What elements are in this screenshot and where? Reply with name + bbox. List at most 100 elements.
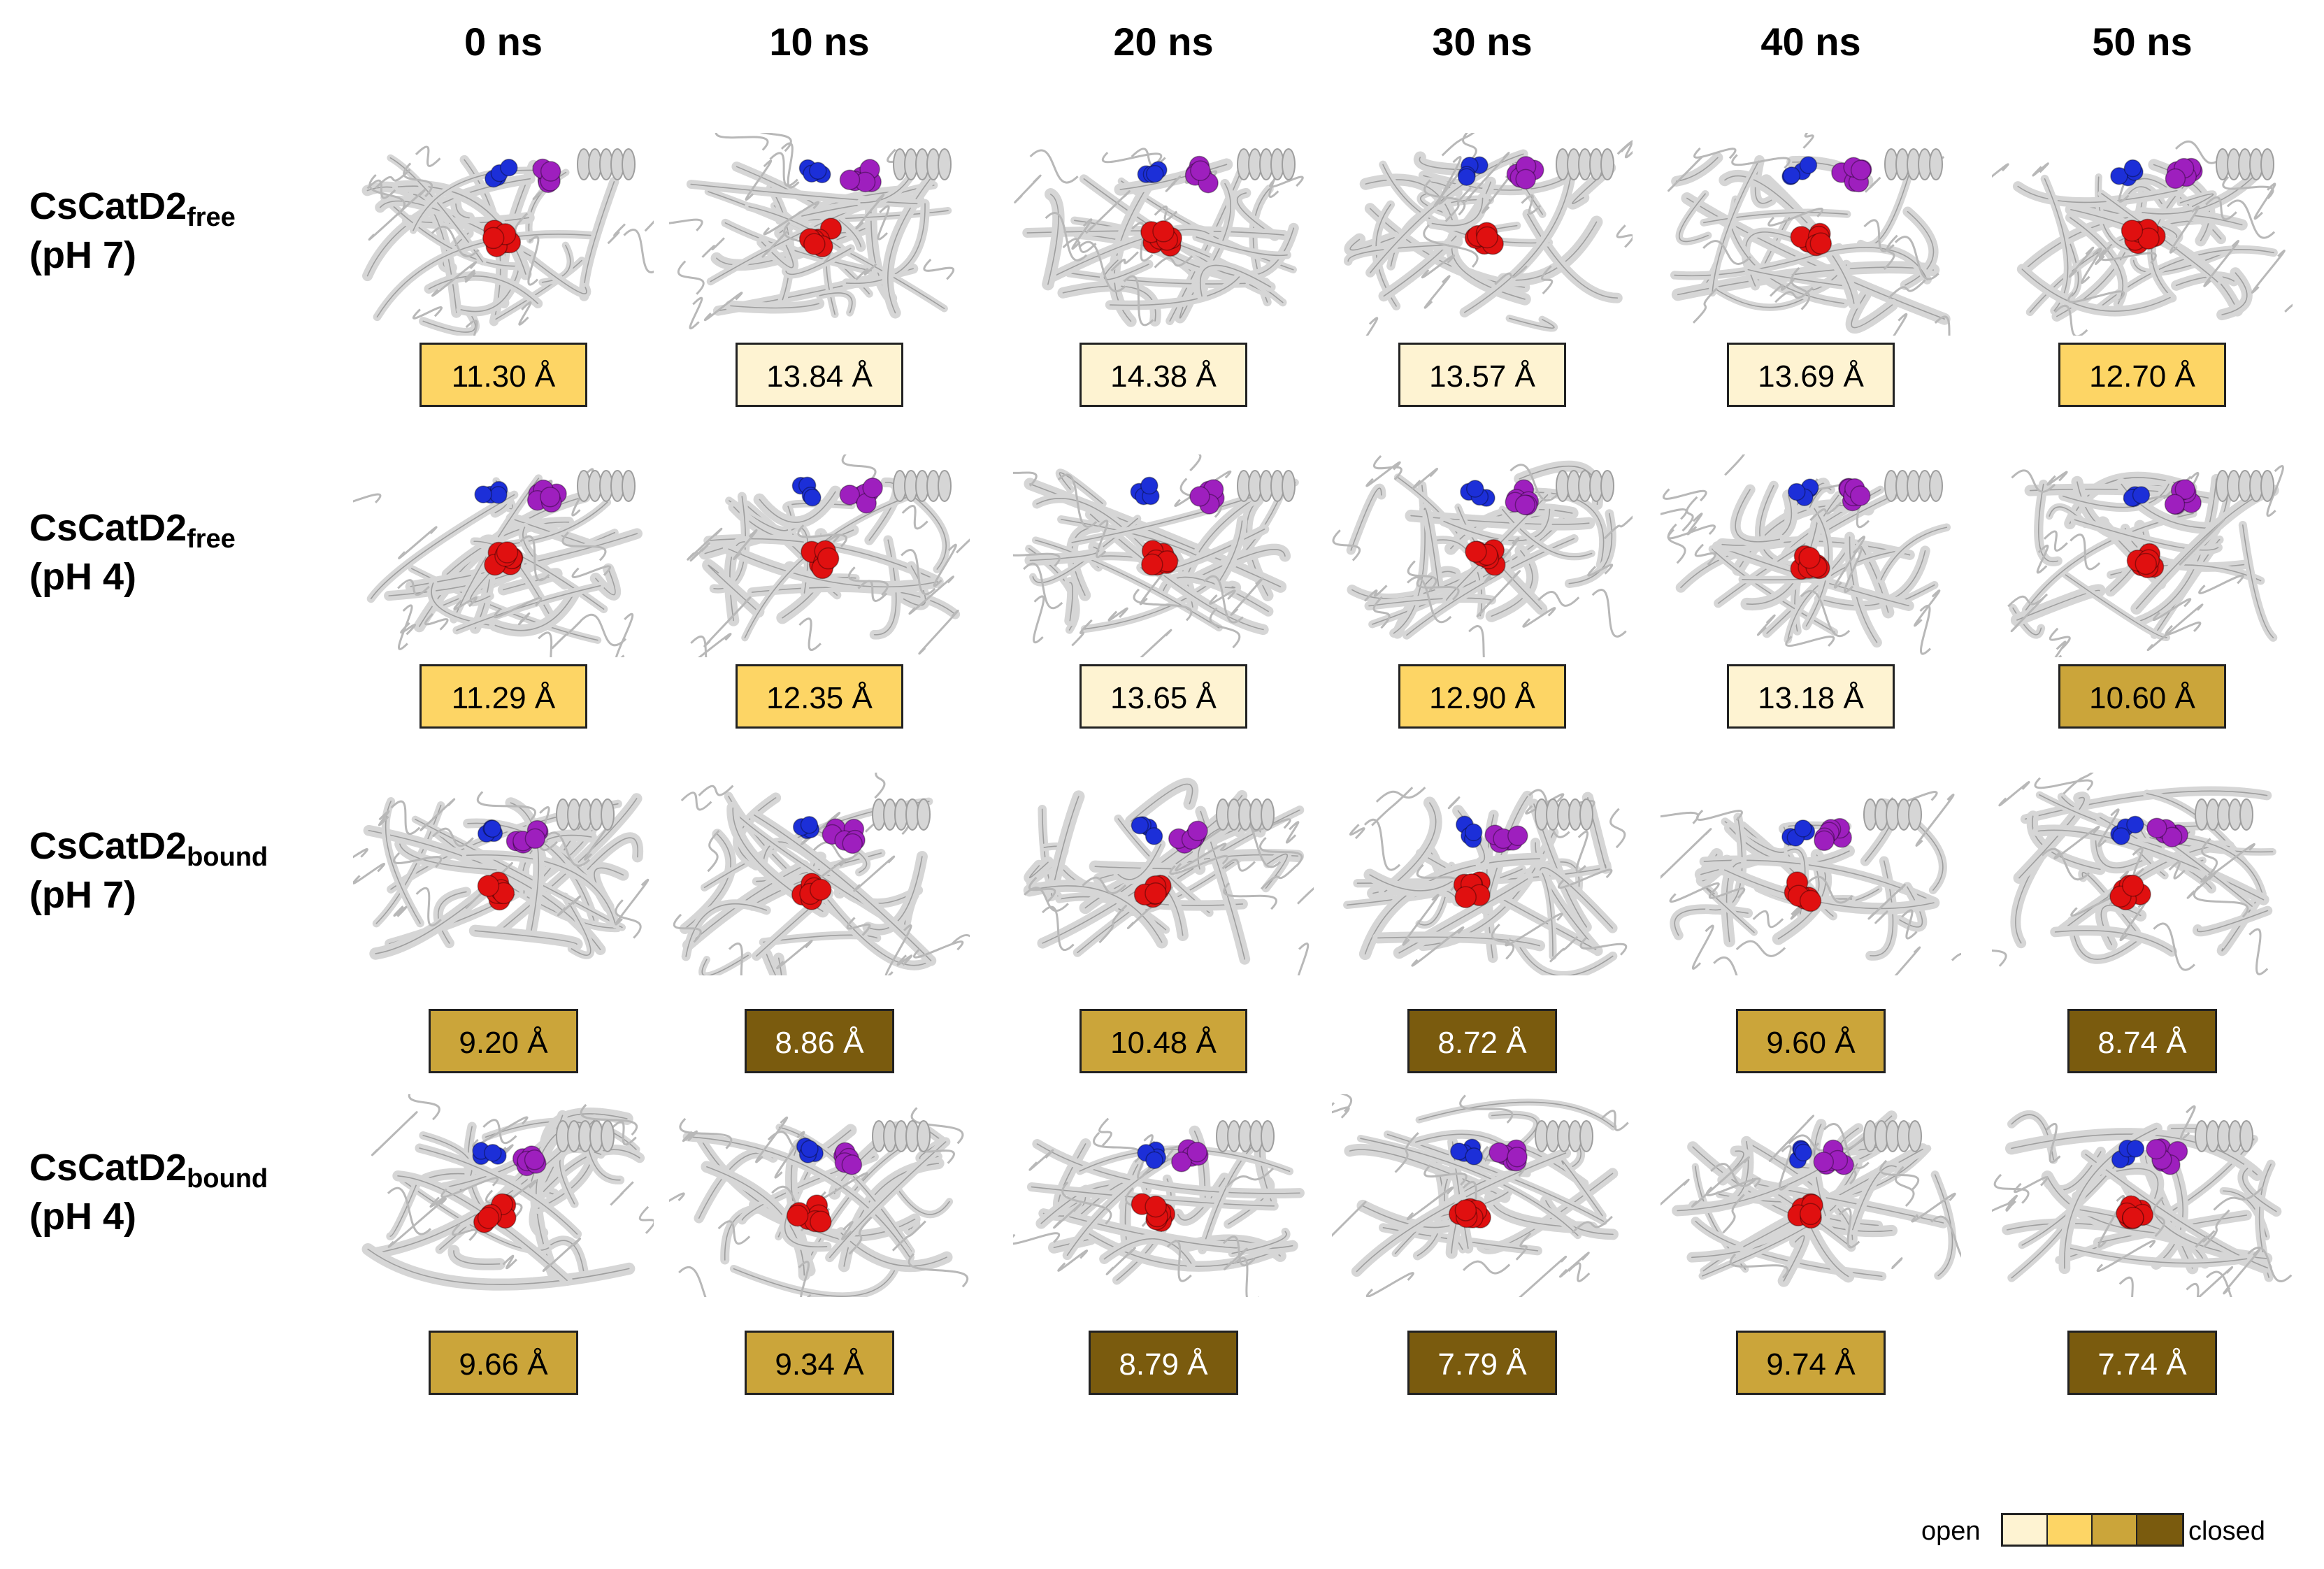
distance-label: 13.65 Å — [1079, 664, 1247, 729]
protein-structure — [1343, 133, 1633, 336]
distance-label: 12.90 Å — [1398, 664, 1566, 729]
snapshot-cell: 7.74 Å — [1992, 1094, 2293, 1395]
distance-label: 10.60 Å — [2058, 664, 2226, 729]
distance-label: 9.74 Å — [1736, 1331, 1886, 1395]
snapshot-cell: 13.65 Å — [1013, 454, 1314, 734]
row-label-subscript: free — [187, 524, 236, 554]
distance-label: 10.48 Å — [1079, 1009, 1247, 1073]
protein-structure — [1660, 454, 1951, 655]
snapshot-cell: 7.79 Å — [1332, 1094, 1633, 1395]
protein-structure — [1660, 1110, 1961, 1287]
distance-label: 9.66 Å — [429, 1331, 578, 1395]
distance-label: 8.86 Å — [745, 1009, 894, 1073]
protein-structure — [2007, 465, 2284, 657]
row-label-subscript: bound — [187, 843, 268, 872]
snapshot-cell: 12.35 Å — [669, 454, 970, 734]
legend-scale-bar — [2001, 1513, 2184, 1547]
distance-label: 9.34 Å — [745, 1331, 894, 1395]
protein-structure — [687, 454, 970, 657]
row-label-ph: (pH 4) — [29, 1196, 136, 1238]
protein-structure — [361, 1094, 654, 1291]
distance-label: 7.79 Å — [1407, 1331, 1557, 1395]
distance-label: 11.30 Å — [419, 343, 587, 407]
distance-label: 13.69 Å — [1727, 343, 1895, 407]
row-label-0: CsCatD2free (pH 7) — [29, 182, 323, 280]
distance-label: 9.20 Å — [429, 1009, 578, 1073]
legend-swatch-2 — [2093, 1515, 2137, 1545]
column-header-0: 0 ns — [464, 20, 543, 64]
legend-swatch-1 — [2048, 1515, 2093, 1545]
distance-label: 8.72 Å — [1407, 1009, 1557, 1073]
protein-structure — [1992, 773, 2276, 975]
protein-structure — [1660, 791, 1961, 975]
row-label-main: CsCatD2 — [29, 185, 187, 227]
snapshot-cell: 10.48 Å — [1013, 773, 1314, 1073]
row-label-1: CsCatD2free (pH 4) — [29, 503, 323, 601]
snapshot-cell: 13.69 Å — [1660, 133, 1961, 413]
distance-label: 9.60 Å — [1736, 1009, 1886, 1073]
snapshot-cell: 11.30 Å — [353, 133, 654, 413]
snapshot-cell: 9.34 Å — [669, 1094, 970, 1395]
snapshot-cell: 10.60 Å — [1992, 454, 2293, 734]
row-label-main: CsCatD2 — [29, 1147, 187, 1189]
column-header-2: 20 ns — [1113, 20, 1214, 64]
snapshot-cell: 14.38 Å — [1013, 133, 1314, 413]
legend-closed-label: closed — [2188, 1517, 2265, 1546]
protein-structure — [353, 791, 650, 960]
snapshot-cell: 8.79 Å — [1013, 1094, 1314, 1395]
protein-structure — [1343, 787, 1628, 975]
protein-structure — [669, 133, 955, 330]
snapshot-cell: 13.84 Å — [669, 133, 970, 413]
distance-label: 8.74 Å — [2067, 1009, 2217, 1073]
legend-swatch-3 — [2137, 1515, 2182, 1545]
protein-structure — [353, 468, 643, 657]
column-header-4: 40 ns — [1760, 20, 1861, 64]
row-label-main: CsCatD2 — [29, 507, 187, 549]
distance-label: 13.57 Å — [1398, 343, 1566, 407]
row-label-2: CsCatD2bound (pH 7) — [29, 822, 323, 919]
snapshot-cell: 9.74 Å — [1660, 1094, 1961, 1395]
snapshot-cell: 8.86 Å — [669, 773, 970, 1073]
protein-structure — [1992, 1105, 2293, 1297]
protein-structure — [1332, 1094, 1629, 1297]
snapshot-cell: 9.66 Å — [353, 1094, 654, 1395]
row-label-ph: (pH 7) — [29, 234, 136, 276]
snapshot-cell: 12.70 Å — [1992, 133, 2293, 413]
legend-swatch-0 — [2003, 1515, 2048, 1545]
distance-label: 13.18 Å — [1727, 664, 1895, 729]
column-header-1: 10 ns — [769, 20, 870, 64]
protein-structure — [1667, 133, 1951, 336]
column-header-5: 50 ns — [2092, 20, 2193, 64]
row-label-main: CsCatD2 — [29, 825, 187, 867]
protein-structure — [361, 145, 654, 336]
snapshot-cell: 9.20 Å — [353, 773, 654, 1073]
distance-label: 8.79 Å — [1089, 1331, 1238, 1395]
protein-structure — [673, 773, 970, 975]
snapshot-cell: 13.57 Å — [1332, 133, 1633, 413]
distance-label: 7.74 Å — [2067, 1331, 2217, 1395]
snapshot-cell: 13.18 Å — [1660, 454, 1961, 734]
protein-structure — [1992, 140, 2293, 336]
protein-structure — [1332, 454, 1633, 657]
row-label-ph: (pH 7) — [29, 874, 136, 916]
row-label-ph: (pH 4) — [29, 556, 136, 598]
protein-structure — [1023, 778, 1314, 975]
column-header-3: 30 ns — [1432, 20, 1533, 64]
distance-label: 11.29 Å — [419, 664, 587, 729]
distance-label: 14.38 Å — [1079, 343, 1247, 407]
protein-structure — [1013, 1117, 1305, 1297]
snapshot-cell: 8.72 Å — [1332, 773, 1633, 1073]
protein-structure — [669, 1107, 969, 1297]
snapshot-cell: 11.29 Å — [353, 454, 654, 734]
protein-structure — [1013, 454, 1299, 657]
protein-structure — [1014, 148, 1304, 327]
snapshot-cell: 8.74 Å — [1992, 773, 2293, 1073]
row-label-subscript: free — [187, 203, 236, 232]
row-label-subscript: bound — [187, 1164, 268, 1194]
row-label-3: CsCatD2bound (pH 4) — [29, 1143, 323, 1241]
snapshot-cell: 9.60 Å — [1660, 773, 1961, 1073]
snapshot-cell: 12.90 Å — [1332, 454, 1633, 734]
distance-label: 13.84 Å — [736, 343, 903, 407]
legend-open-label: open — [1921, 1517, 1981, 1546]
distance-label: 12.70 Å — [2058, 343, 2226, 407]
